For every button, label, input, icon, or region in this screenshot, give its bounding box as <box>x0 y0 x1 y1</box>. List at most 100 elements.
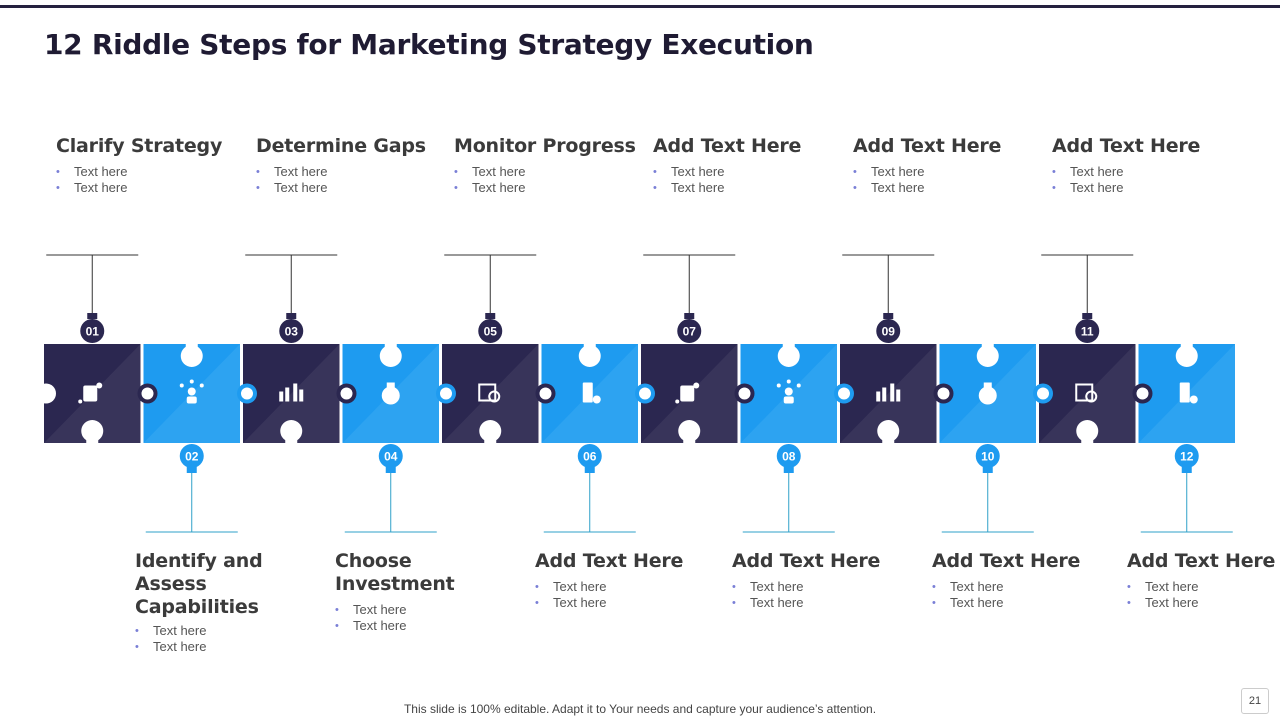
tile-notch-neck <box>981 344 994 358</box>
step-badge-12 <box>1174 444 1199 468</box>
step-heading: Monitor Progress <box>454 135 636 157</box>
step-heading: Add Text Here <box>1127 550 1276 572</box>
tile-notch-neck <box>285 429 298 443</box>
bullet-item: Text here <box>135 639 330 655</box>
bullet-item: Text here <box>335 602 535 618</box>
step-text-06: Add Text Here Text here Text here <box>535 550 735 611</box>
analytics-chart-icon <box>279 383 304 402</box>
dollar-network-icon <box>978 382 997 405</box>
tile-notch-neck <box>882 429 895 443</box>
tile-notch-neck <box>1081 429 1094 443</box>
step-badge-01 <box>80 319 105 343</box>
step-text-09: Add Text Here Text here Text here <box>853 135 1053 196</box>
bullet-item: Text here <box>932 579 1132 595</box>
step-heading: Add Text Here <box>853 135 1002 157</box>
step-number: 02 <box>185 450 199 464</box>
step-badge-10 <box>975 444 1000 468</box>
step-heading: Determine Gaps <box>256 135 426 157</box>
badge-cap <box>584 467 595 473</box>
tile-side-hole <box>1136 387 1149 400</box>
bullet-item: Text here <box>1052 180 1252 196</box>
bullet-item: Text here <box>853 180 1053 196</box>
bullet-item: Text here <box>535 595 735 611</box>
tile-side-hole <box>141 387 154 400</box>
step-heading: Identify and Assess Capabilities <box>135 550 263 618</box>
bullet-item: Text here <box>335 618 535 634</box>
step-number: 04 <box>384 450 398 464</box>
step-number: 09 <box>882 325 896 339</box>
step-heading: Choose Investment <box>335 550 455 595</box>
tile-notch-neck <box>683 429 696 443</box>
step-badge-09 <box>876 319 901 343</box>
tile-side-hole <box>738 387 751 400</box>
step-icons <box>78 379 1198 405</box>
bullet-item: Text here <box>1052 164 1252 180</box>
tile-side-hole <box>1037 387 1049 400</box>
step-badge-03 <box>279 319 304 343</box>
step-heading: Add Text Here <box>653 135 802 157</box>
step-number: 05 <box>484 325 498 339</box>
tile-shade <box>840 344 937 443</box>
step-text-12: Add Text Here Text here Text here <box>1127 550 1277 611</box>
badge-cap <box>783 467 794 473</box>
step-badge-06 <box>577 444 602 468</box>
step-text-07: Add Text Here Text here Text here <box>653 135 853 196</box>
step-bullets: Text here Text here <box>1052 164 1252 196</box>
tile-notch-neck <box>86 429 99 443</box>
tile-notch-neck <box>484 429 497 443</box>
step-heading: Clarify Strategy <box>56 135 223 157</box>
badge-cap <box>1082 313 1093 319</box>
step-bullets: Text here Text here <box>256 164 456 196</box>
badge-cap <box>684 313 695 319</box>
chart-magnifier-icon <box>478 383 501 403</box>
tile-notch-neck <box>185 344 198 358</box>
step-text-10: Add Text Here Text here Text here <box>932 550 1132 611</box>
network-person-icon <box>179 379 204 404</box>
bullet-item: Text here <box>256 180 456 196</box>
step-number: 08 <box>782 450 796 464</box>
bullet-item: Text here <box>1127 579 1277 595</box>
badge-cap <box>286 313 297 319</box>
connector-lines: 01 02 03 04 05 06 07 08 09 10 11 12 <box>46 254 1233 533</box>
step-bullets: Text here Text here <box>135 623 330 655</box>
step-bullets: Text here Text here <box>732 579 932 611</box>
bullet-item: Text here <box>135 623 330 639</box>
gear-brain-icon <box>675 382 700 404</box>
title-number: 12 <box>44 28 83 61</box>
badge-cap <box>982 467 993 473</box>
badge-cap <box>87 313 98 319</box>
step-heading: Add Text Here <box>535 550 684 572</box>
puzzle-knobs <box>36 344 1198 443</box>
tile-shade <box>243 344 340 443</box>
bullet-item: Text here <box>56 164 256 180</box>
step-number: 03 <box>285 325 299 339</box>
step-bullets: Text here Text here <box>932 579 1132 611</box>
tile-side-hole <box>937 387 950 400</box>
bullet-item: Text here <box>256 164 456 180</box>
tile-side-hole <box>36 383 56 404</box>
step-badge-08 <box>776 444 801 468</box>
handshake-icon <box>1179 382 1198 404</box>
bullet-item: Text here <box>853 164 1053 180</box>
step-number: 07 <box>683 325 697 339</box>
step-badge-07 <box>677 319 702 343</box>
step-text-11: Add Text Here Text here Text here <box>1052 135 1252 196</box>
step-text-04: Choose Investment Text here Text here <box>335 550 535 634</box>
page-number: 21 <box>1241 688 1269 714</box>
step-badge-02 <box>179 444 204 468</box>
step-badge-04 <box>378 444 403 468</box>
bullet-item: Text here <box>535 579 735 595</box>
money-hand-icon <box>776 379 801 404</box>
bullet-item: Text here <box>454 164 654 180</box>
chess-knight-icon <box>78 382 103 404</box>
step-number: 01 <box>86 325 100 339</box>
tile-side-hole <box>639 387 651 400</box>
tile-notch-neck <box>384 344 397 358</box>
step-bullets: Text here Text here <box>335 602 535 634</box>
step-bullets: Text here Text here <box>853 164 1053 196</box>
tile-side-hole <box>440 387 452 400</box>
step-heading: Add Text Here <box>732 550 881 572</box>
step-number: 10 <box>981 450 995 464</box>
badge-cap <box>1181 467 1192 473</box>
